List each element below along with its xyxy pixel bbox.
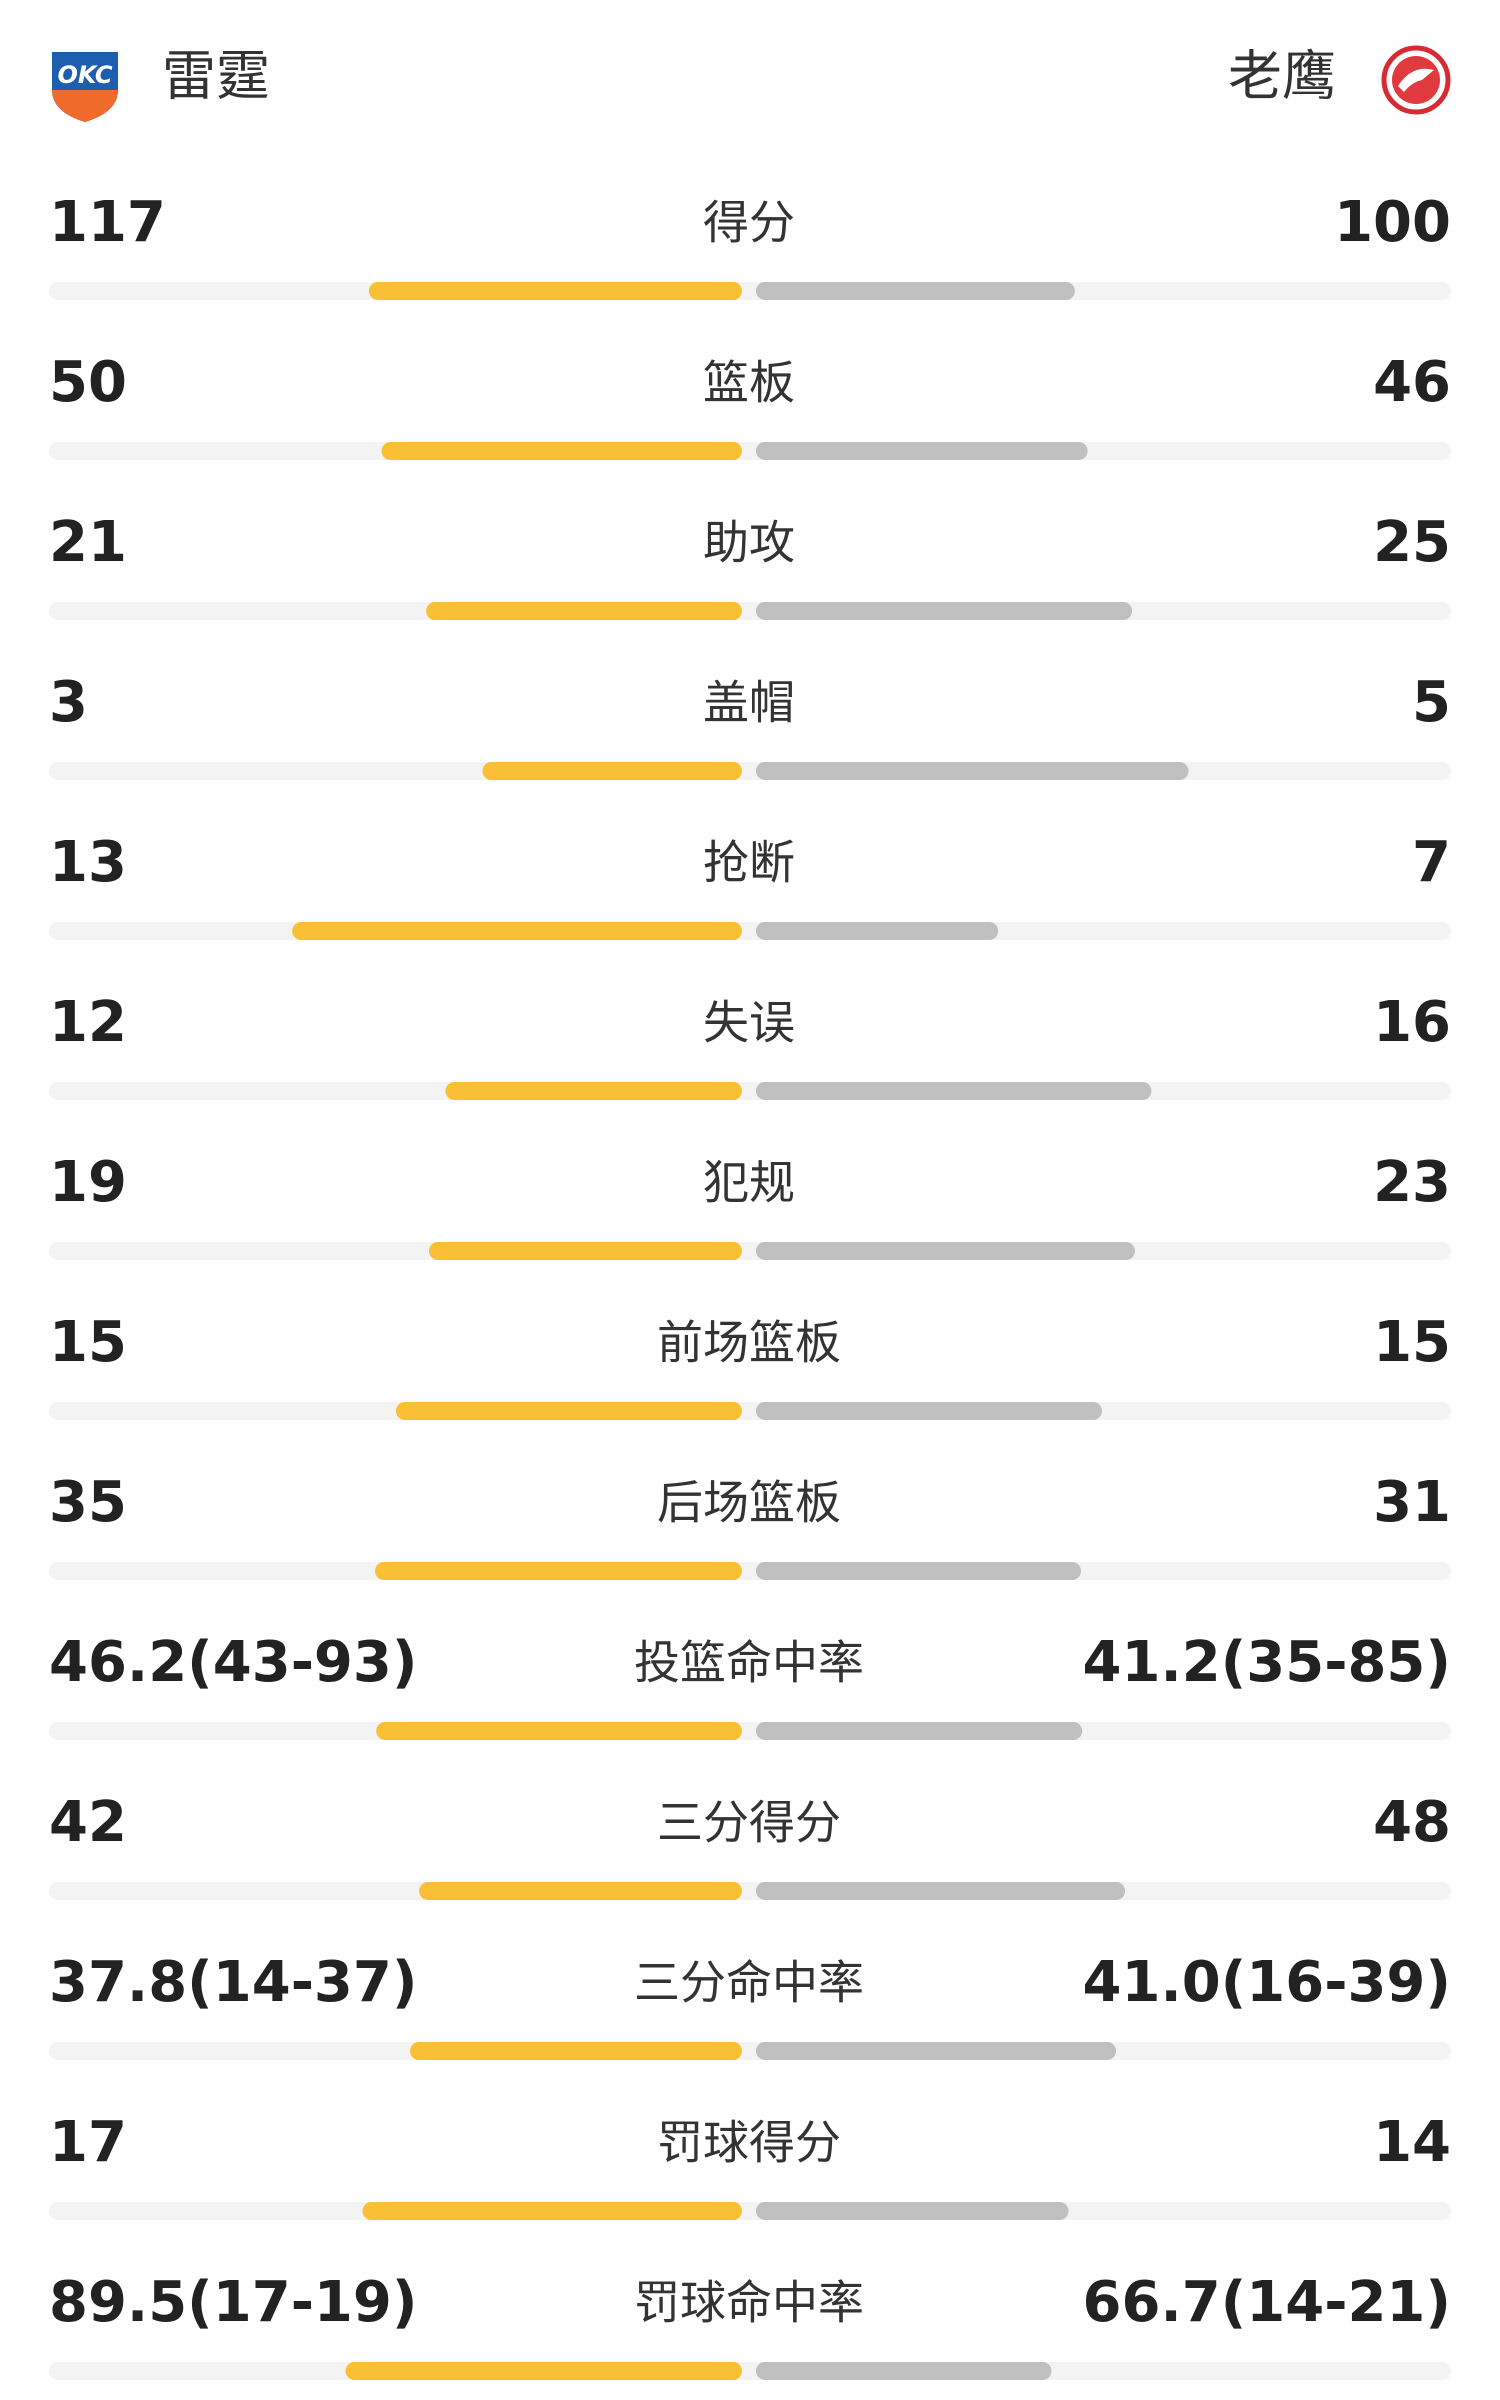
home-logo: OKC	[52, 52, 118, 122]
bar-track	[49, 2362, 1451, 2380]
away-value: 41.0(16-39)	[1083, 1950, 1451, 2015]
home-bar	[426, 602, 742, 620]
home-team: 雷霆	[162, 45, 270, 108]
away-value: 7	[1412, 830, 1451, 895]
away-value: 23	[1373, 1150, 1451, 1215]
home-value: 17	[49, 2110, 127, 2175]
home-bar	[362, 2202, 742, 2220]
bar-track	[49, 2042, 1451, 2060]
stat-label: 后场篮板	[657, 1476, 841, 1530]
away-value: 46	[1373, 350, 1451, 415]
away-value: 14	[1373, 2110, 1451, 2175]
bar-track	[49, 1722, 1451, 1740]
home-bar	[410, 2042, 742, 2060]
stat-label: 失误	[703, 996, 795, 1050]
away-value: 16	[1373, 990, 1451, 1055]
stat-label: 前场篮板	[657, 1316, 841, 1370]
away-bar	[756, 1082, 1152, 1100]
bar-track	[49, 2202, 1451, 2220]
home-value: 117	[49, 190, 166, 255]
away-bar	[756, 1722, 1083, 1740]
away-bar	[756, 1882, 1126, 1900]
bar-track	[49, 1402, 1451, 1420]
home-value: 37.8(14-37)	[49, 1950, 417, 2015]
stat-rows: 117 得分 100 50 篮板 46 21 助攻 25 3 盖帽 5 13 抢断 7 12 失误 16 19 犯规 2…	[49, 190, 1451, 2380]
svg-text:OKC: OKC	[57, 61, 112, 89]
home-bar	[292, 922, 742, 940]
home-bar	[428, 1242, 742, 1260]
away-bar	[756, 602, 1133, 620]
stat-label: 三分命中率	[634, 1956, 864, 2010]
away-team: 老鹰	[1228, 45, 1336, 108]
home-bar	[376, 1722, 742, 1740]
away-bar	[756, 1402, 1102, 1420]
home-value: 3	[49, 670, 88, 735]
home-bar	[345, 2362, 742, 2380]
away-logo	[1381, 45, 1451, 115]
away-value: 41.2(35-85)	[1083, 1630, 1451, 1695]
bar-track	[49, 1562, 1451, 1580]
away-bar	[756, 922, 999, 940]
stat-label: 罚球得分	[657, 2116, 841, 2170]
bar-track	[49, 762, 1451, 780]
home-bar	[368, 282, 742, 300]
home-value: 50	[49, 350, 127, 415]
away-value: 48	[1373, 1790, 1451, 1855]
away-bar	[756, 2362, 1052, 2380]
bar-track	[49, 922, 1451, 940]
stat-label: 篮板	[703, 356, 795, 410]
away-bar	[756, 282, 1075, 300]
away-bar	[756, 2042, 1117, 2060]
away-bar	[756, 1242, 1135, 1260]
stat-label: 三分得分	[657, 1796, 841, 1850]
home-bar	[396, 1402, 742, 1420]
home-bar	[375, 1562, 742, 1580]
bar-track	[49, 442, 1451, 460]
home-value: 19	[49, 1150, 127, 1215]
home-bar	[445, 1082, 742, 1100]
home-value: 21	[49, 510, 127, 575]
away-value: 31	[1373, 1470, 1451, 1535]
away-value: 25	[1373, 510, 1451, 575]
home-bar	[419, 1882, 742, 1900]
stat-label: 抢断	[703, 836, 795, 890]
home-value: 89.5(17-19)	[49, 2270, 417, 2335]
home-value: 13	[49, 830, 127, 895]
away-value: 100	[1334, 190, 1451, 255]
home-bar	[482, 762, 742, 780]
bar-track	[49, 282, 1451, 300]
away-value: 5	[1412, 670, 1451, 735]
stat-label: 罚球命中率	[634, 2276, 864, 2330]
home-value: 15	[49, 1310, 127, 1375]
away-bar	[756, 762, 1189, 780]
away-bar	[756, 1562, 1082, 1580]
stat-label: 盖帽	[703, 676, 795, 730]
away-value: 66.7(14-21)	[1083, 2270, 1451, 2335]
bar-track	[49, 1082, 1451, 1100]
bar-track	[49, 1882, 1451, 1900]
stat-label: 犯规	[703, 1156, 795, 1210]
home-value: 42	[49, 1790, 127, 1855]
stat-label: 得分	[703, 196, 795, 250]
bar-track	[49, 602, 1451, 620]
home-bar	[381, 442, 742, 460]
home-value: 46.2(43-93)	[49, 1630, 417, 1695]
away-value: 15	[1373, 1310, 1451, 1375]
stat-label: 助攻	[703, 516, 795, 570]
home-value: 12	[49, 990, 127, 1055]
away-bar	[756, 2202, 1069, 2220]
bar-track	[49, 1242, 1451, 1260]
away-bar	[756, 442, 1088, 460]
home-value: 35	[49, 1470, 127, 1535]
stat-label: 投篮命中率	[634, 1636, 864, 1690]
